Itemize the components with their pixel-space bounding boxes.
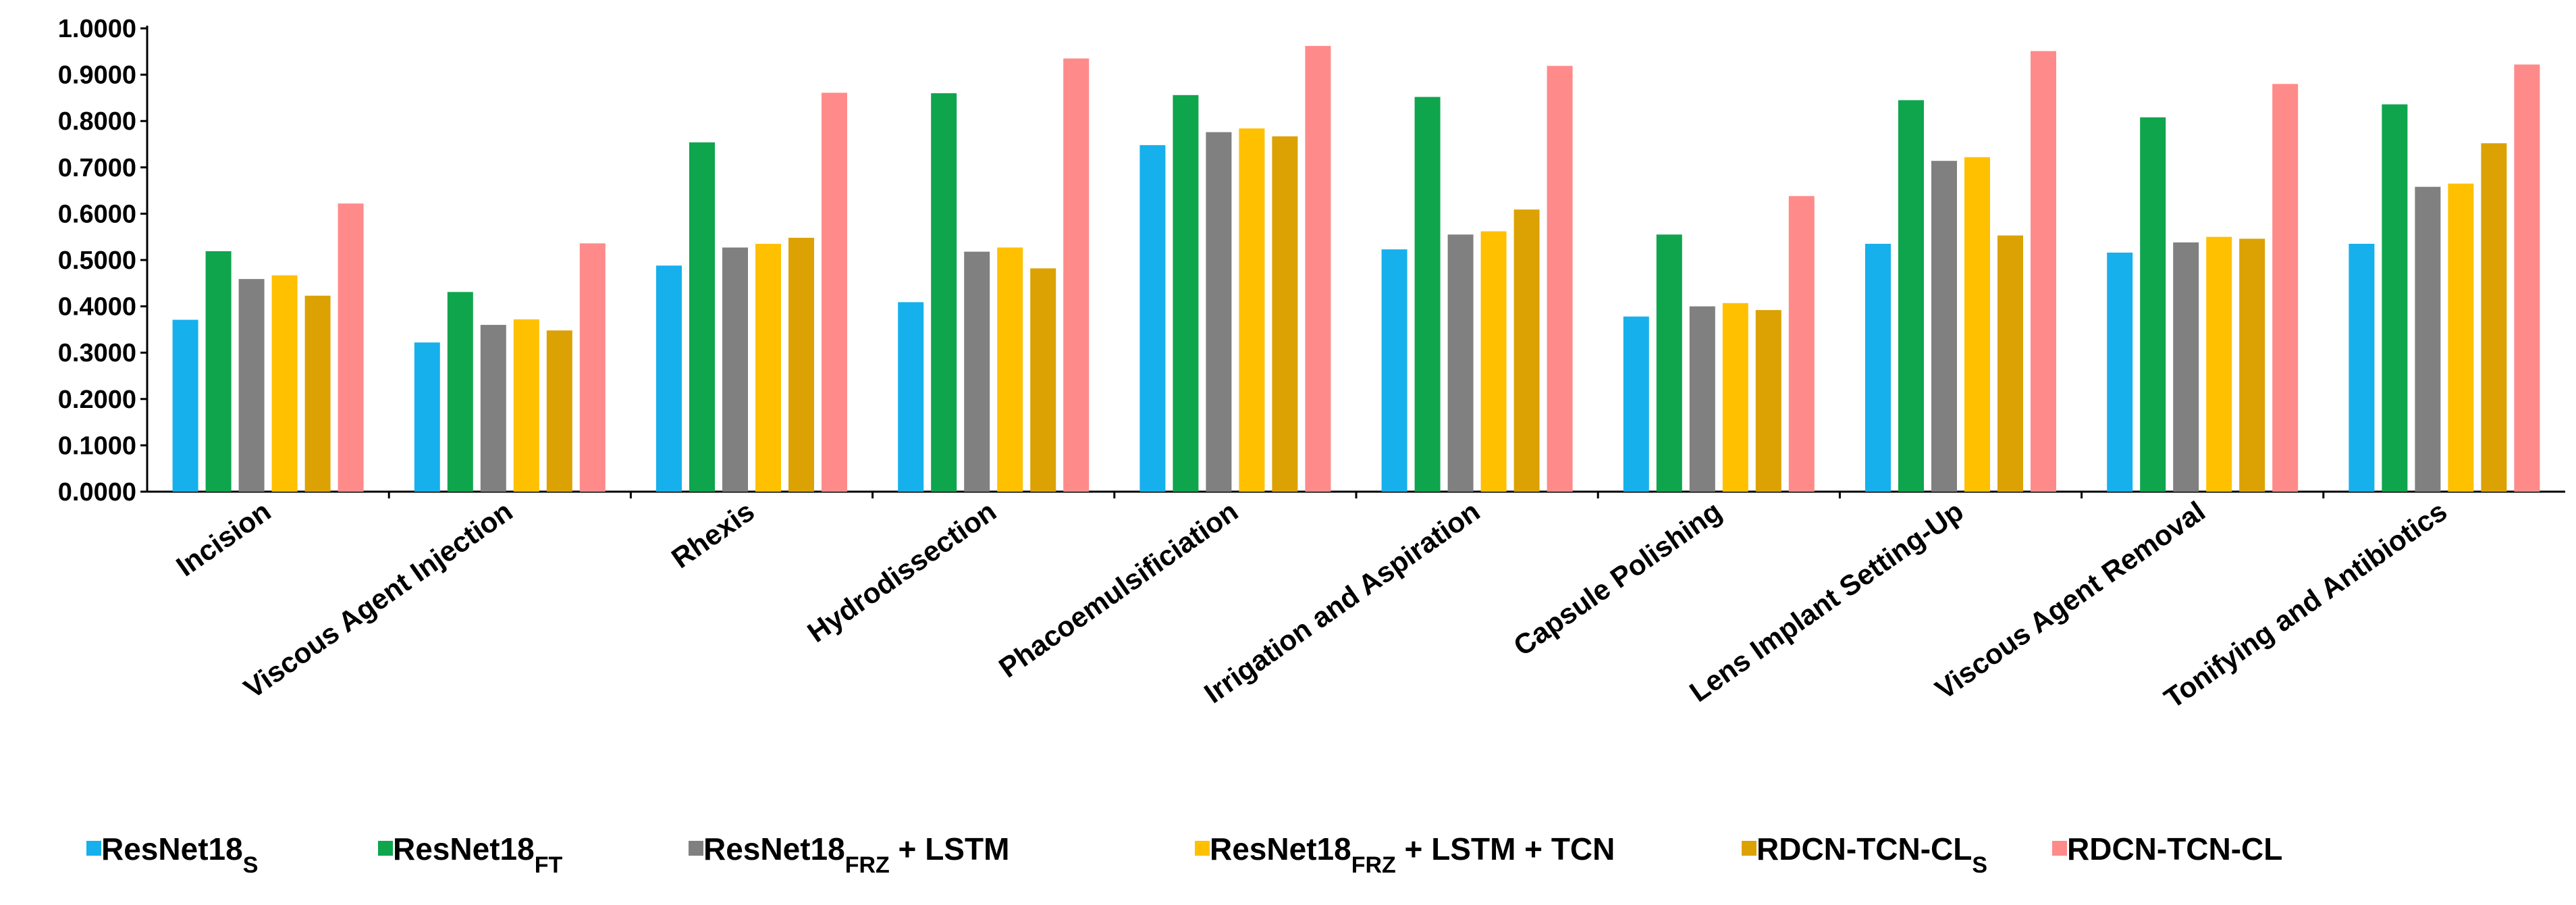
x-tick-label: Hydrodissection (802, 495, 1002, 648)
legend: ResNet18S ResNet18FT ResNet18FRZ + LSTM Res… (86, 831, 2282, 878)
legend-label: ResNet18FT (393, 831, 562, 878)
bar (722, 247, 748, 492)
bar (205, 251, 232, 492)
bar (1173, 95, 1199, 492)
bar (1305, 46, 1331, 492)
bar (546, 330, 572, 492)
bar (2382, 104, 2408, 492)
legend-label: RDCN-TCN-CL (2067, 831, 2282, 867)
bar (1139, 145, 1166, 492)
bar (579, 243, 606, 492)
bar (1239, 128, 1265, 492)
y-tick-label: 1.0000 (58, 15, 136, 43)
bar (414, 342, 440, 492)
bar (1656, 234, 1682, 492)
bar (1755, 310, 1781, 492)
bar (238, 279, 265, 492)
bar (1414, 97, 1441, 492)
bar (1865, 243, 1891, 492)
x-tick-label: Capsule Polishing (1507, 495, 1727, 662)
y-tick-label: 0.4000 (58, 293, 136, 321)
legend-label: RDCN-TCN-CLS (1756, 831, 1987, 878)
legend-label: ResNet18S (101, 831, 258, 878)
bar (2140, 117, 2166, 492)
x-tick-label: Irrigation and Aspiration (1198, 495, 1485, 709)
bar (1480, 231, 1507, 492)
bar (964, 251, 990, 492)
x-tick-label: Lens Implant Setting-Up (1684, 495, 1969, 708)
bar (480, 325, 506, 492)
bar (689, 142, 715, 492)
bars (172, 46, 2540, 492)
bar (2481, 143, 2507, 492)
bar (2272, 84, 2299, 492)
bar (822, 93, 847, 492)
y-tick-label: 0.0000 (58, 478, 136, 507)
bar (931, 93, 957, 492)
y-axis: 0.0000 0.1000 0.2000 0.3000 0.4000 0.5000 0.60… (58, 15, 149, 507)
legend-swatch (378, 841, 393, 856)
bar (898, 302, 924, 492)
bar (1898, 100, 1924, 492)
bar (1722, 303, 1748, 492)
bar (338, 203, 364, 492)
bar (656, 265, 682, 492)
bar (1447, 234, 1474, 492)
legend-label: ResNet18FRZ + LSTM (703, 831, 1009, 878)
bar (1997, 235, 2023, 492)
x-tick-label: Viscous Agent Injection (238, 495, 518, 704)
bar (2031, 51, 2056, 492)
bar (2173, 242, 2199, 492)
legend-label: ResNet18FRZ + LSTM + TCN (1210, 831, 1615, 878)
bar (1206, 132, 1232, 492)
bar (2415, 186, 2441, 492)
legend-swatch (1742, 841, 1756, 856)
bar (2514, 64, 2540, 492)
bar (2107, 253, 2133, 492)
bar (2239, 238, 2265, 492)
legend-swatch (86, 841, 101, 856)
x-tick-label: Rhexis (666, 495, 760, 575)
y-tick-label: 0.3000 (58, 339, 136, 367)
y-tick-label: 0.1000 (58, 432, 136, 460)
bar (1272, 136, 1298, 492)
bar (788, 238, 814, 492)
bar (1547, 66, 1573, 492)
y-tick-label: 0.5000 (58, 247, 136, 275)
bar (755, 243, 781, 492)
bar (447, 292, 473, 492)
bar (1964, 157, 1990, 492)
x-tick-label: Tonifying and Antibiotics (2158, 495, 2452, 715)
bar (1063, 58, 1090, 492)
bar (1788, 196, 1815, 492)
y-tick-label: 0.9000 (58, 61, 136, 90)
bar (2349, 243, 2375, 492)
x-tick-label: Viscous Agent Removal (1929, 495, 2211, 706)
bar (1030, 268, 1056, 492)
bar (1513, 209, 1540, 492)
y-tick-label: 0.6000 (58, 200, 136, 228)
legend-swatch (689, 841, 703, 856)
bar (1623, 316, 1649, 492)
bar (1689, 306, 1715, 492)
x-tick-label: Phacoemulsificiation (993, 495, 1243, 683)
bar (2448, 183, 2474, 492)
x-tick-label: Incision (170, 495, 276, 583)
bar (271, 275, 298, 492)
legend-swatch (2052, 841, 2067, 856)
y-tick-label: 0.7000 (58, 154, 136, 182)
bar (1381, 249, 1407, 492)
y-tick-label: 0.2000 (58, 386, 136, 414)
bar (513, 319, 539, 492)
y-tick-label: 0.8000 (58, 107, 136, 136)
bar (172, 319, 198, 492)
bar (997, 247, 1023, 492)
bar (2206, 236, 2232, 492)
legend-swatch (1195, 841, 1210, 856)
bar (304, 295, 331, 492)
bar (1931, 161, 1957, 492)
